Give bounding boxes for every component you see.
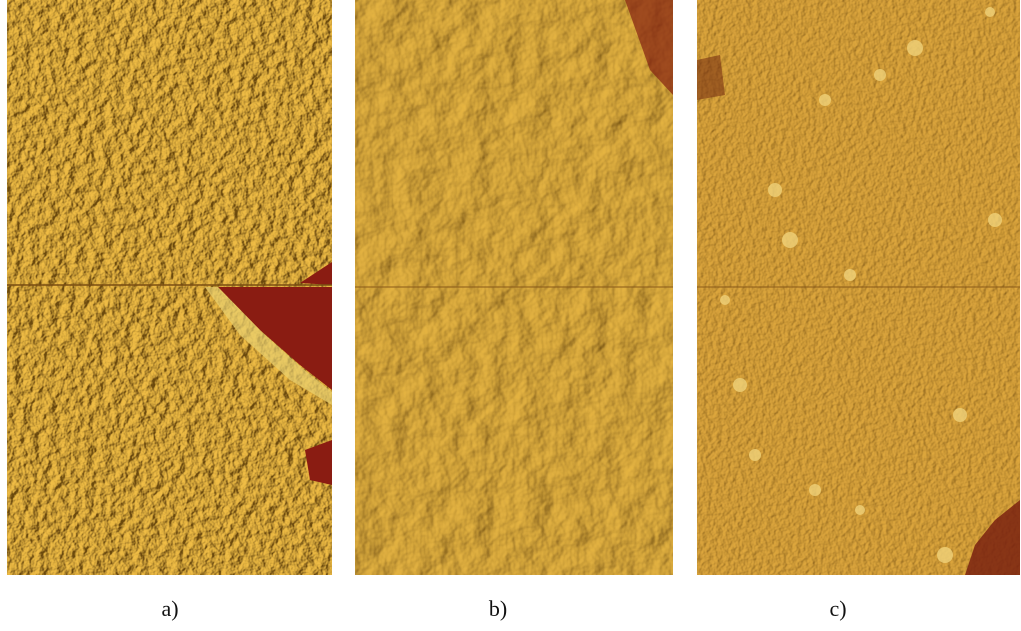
panel-label: a) xyxy=(161,596,178,621)
figure: a) b) c) xyxy=(0,0,1021,631)
panel-b xyxy=(355,0,673,575)
panel-label: c) xyxy=(829,596,846,621)
panel-c xyxy=(697,0,1020,575)
panel-a xyxy=(7,0,332,575)
panel-label: b) xyxy=(489,596,507,621)
dark-region xyxy=(697,55,725,100)
